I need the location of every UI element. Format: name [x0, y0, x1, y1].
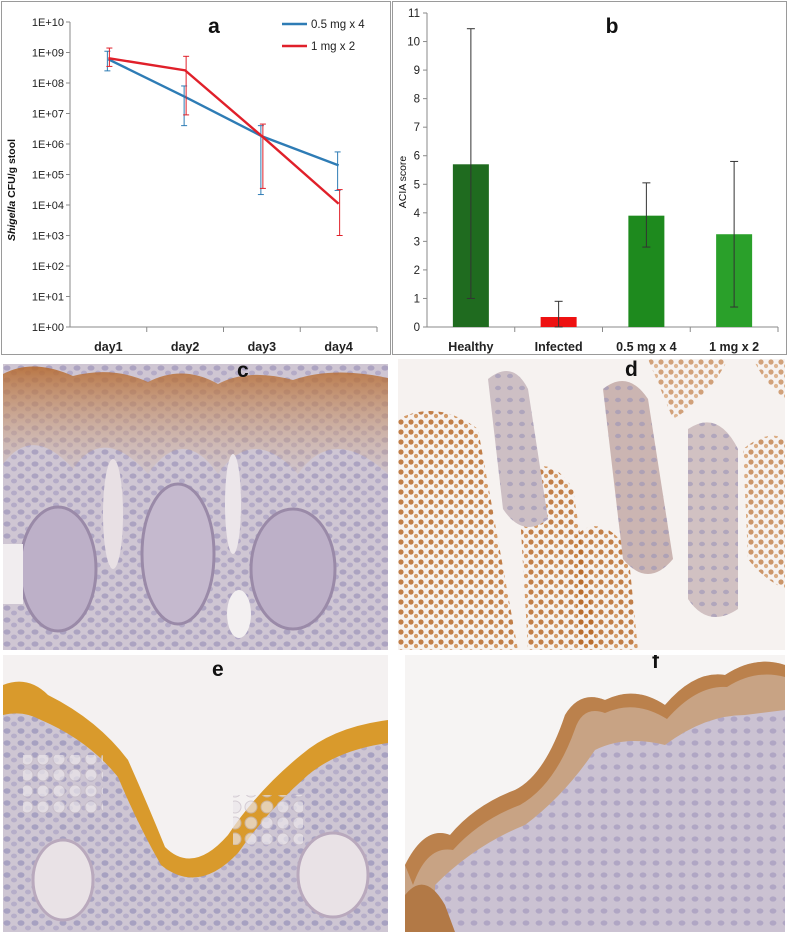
panel-b-x-tick-label: Healthy: [448, 340, 493, 354]
shigella-line-chart: 1E+00 1E+01 1E+02 1E+03 1E+04 1E+05 1E+06 1E+07…: [6, 15, 378, 354]
panel-a-x-tick-label: day4: [324, 340, 353, 354]
panel-b-y-tick-label: 3: [414, 236, 420, 248]
panel-b-y-tick-label: 2: [414, 265, 420, 277]
panel-a-y-tick-label: 1E+04: [32, 200, 64, 212]
panel-a-y-tick-label: 1E+10: [32, 17, 64, 29]
panel-a-y-tick-label: 1E+03: [32, 231, 64, 243]
histology-image-c: c: [3, 364, 388, 650]
panel-a-error-bar: [183, 55, 190, 116]
panel-a-legend-label: 1 mg x 2: [311, 41, 355, 53]
panel-b-y-tick-label: 9: [414, 65, 420, 77]
panel-b-x-tick-label: 1 mg x 2: [709, 340, 759, 354]
panel-a-y-tick-label: 1E+08: [32, 78, 64, 90]
panel-a-y-tick-label: 1E+07: [32, 109, 64, 121]
panel-label-c: c: [237, 364, 249, 382]
panel-a-series-line: [107, 58, 340, 167]
panel-a-y-tick-label: 1E+09: [32, 48, 64, 60]
histology-image-e: e: [3, 655, 388, 932]
panel-label-b: b: [606, 15, 619, 38]
panel-label-d: d: [625, 359, 638, 381]
series-1-mg-x-2: [106, 47, 343, 236]
panel-a-x-tick-label: day2: [171, 340, 200, 354]
panel-label-a: a: [208, 15, 220, 38]
panel-b-error-bar: [466, 28, 475, 299]
panel-a-error-bar: [259, 123, 266, 189]
panel-a-y-tick-label: 1E+02: [32, 261, 64, 273]
panel-a-x-tick-label: day1: [94, 340, 123, 354]
panel-b-y-tick-label: 8: [414, 94, 420, 106]
panel-a-series-line: [108, 57, 340, 205]
panel-b-y-tick-label: 1: [414, 293, 420, 305]
panel-b-error-bar: [554, 300, 563, 328]
panel-b-y-tick-label: 0: [414, 322, 420, 334]
panel-a-y-tick-label: 1E+01: [32, 292, 64, 304]
panel-a-legend: 0.5 mg x 4 1 mg x 2: [282, 19, 365, 53]
panel-a-legend-label: 0.5 mg x 4: [311, 19, 365, 31]
panel-b-y-tick-label: 10: [407, 37, 420, 49]
panel-b-error-bar: [730, 160, 739, 308]
panel-b-y-tick-label: 4: [414, 208, 421, 220]
panel-a-y-tick-label: 1E+00: [32, 322, 64, 334]
histology-image-f: f: [405, 655, 785, 932]
panel-a-error-bar: [334, 151, 341, 191]
panel-b-x-tick-label: 0.5 mg x 4: [616, 340, 676, 354]
panel-b-x-tick-label: Infected: [535, 340, 583, 354]
panel-label-e: e: [212, 658, 224, 681]
panel-a-x-tick-label: day3: [248, 340, 277, 354]
panel-a-y-tick-label: 1E+06: [32, 139, 64, 151]
panel-b-y-tick-label: 6: [414, 151, 420, 163]
panel-a-y-axis-label: Shigella CFU/g stool: [6, 139, 18, 241]
panel-b-y-tick-label: 7: [414, 122, 420, 134]
panel-b-y-tick-label: 5: [414, 179, 420, 191]
panel-b-error-bar: [642, 182, 651, 248]
panel-b-y-axis-label: ACIA score: [397, 156, 409, 209]
panel-a-error-bar: [336, 189, 343, 236]
histology-image-d: d: [398, 359, 785, 650]
panel-a-y-tick-label: 1E+05: [32, 170, 64, 182]
acia-bar-chart: 0 1 2 3 4 5 6 7 8 9 10 11 Healthy Infected 0.5 mg x 4…: [397, 8, 779, 354]
panel-b-chart: 0 1 2 3 4 5 6 7 8 9 10 11 Healthy Infected 0.5 mg x 4…: [392, 1, 787, 355]
panel-label-f: f: [652, 655, 659, 673]
panel-b-y-tick-label: 11: [408, 8, 420, 20]
panel-a-chart: 1E+00 1E+01 1E+02 1E+03 1E+04 1E+05 1E+06 1E+07…: [1, 1, 391, 355]
